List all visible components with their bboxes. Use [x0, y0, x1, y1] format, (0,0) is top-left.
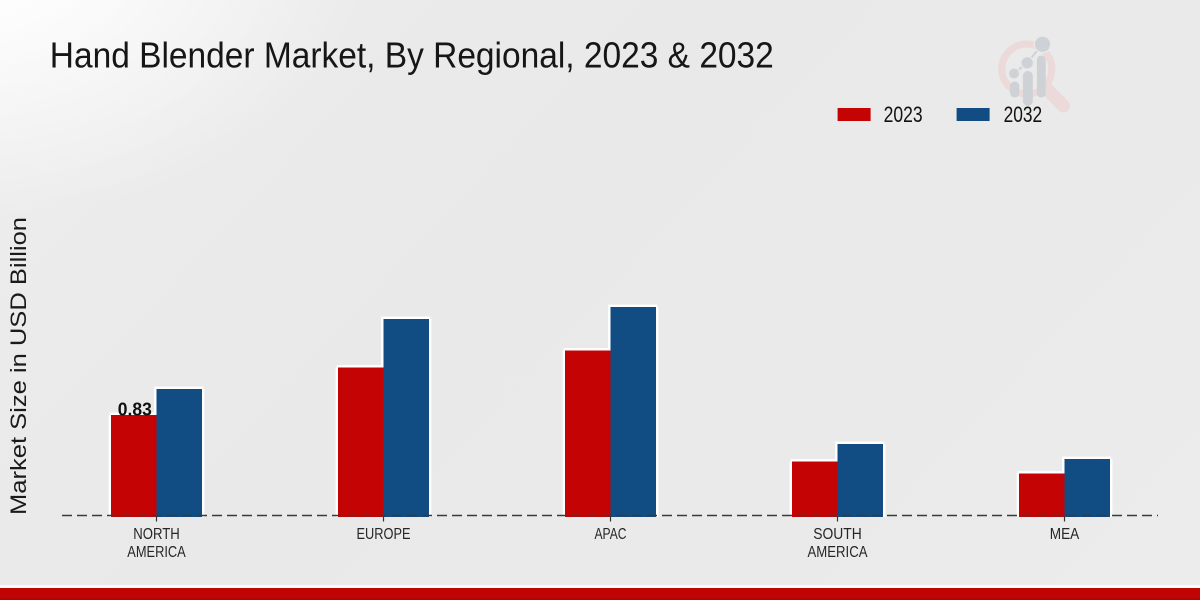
svg-text:2032: 2032: [1004, 102, 1043, 127]
svg-text:2023: 2023: [884, 102, 923, 127]
svg-text:Hand Blender Market, By Region: Hand Blender Market, By Regional, 2023 &…: [50, 35, 774, 76]
svg-text:APAC: APAC: [595, 526, 627, 543]
svg-text:0.83: 0.83: [118, 399, 152, 419]
svg-text:SOUTH: SOUTH: [813, 526, 862, 543]
svg-text:AMERICA: AMERICA: [127, 544, 186, 561]
svg-text:Market Size in USD Billion: Market Size in USD Billion: [6, 217, 31, 515]
svg-text:AMERICA: AMERICA: [808, 544, 868, 561]
svg-text:MEA: MEA: [1050, 526, 1080, 543]
svg-text:EUROPE: EUROPE: [357, 526, 411, 543]
svg-text:NORTH: NORTH: [133, 526, 180, 543]
